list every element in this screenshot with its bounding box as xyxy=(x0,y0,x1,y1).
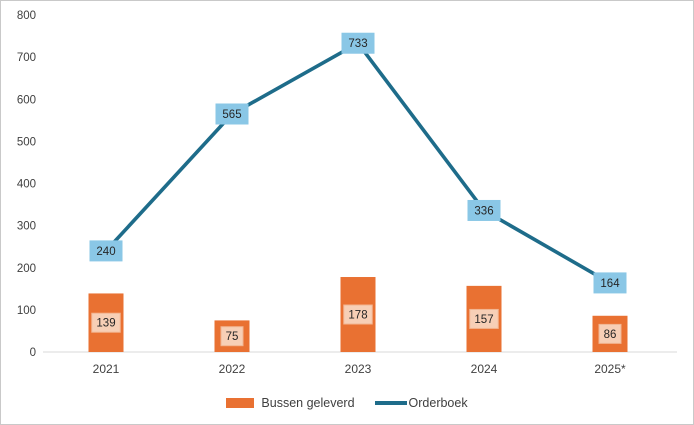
bar-data-label-box xyxy=(220,326,244,347)
legend-label: Orderboek xyxy=(408,396,468,410)
y-tick-label: 200 xyxy=(17,263,36,275)
x-category-label: 2024 xyxy=(471,362,498,376)
bar-data-label-box xyxy=(469,308,499,329)
orderboek-line xyxy=(104,41,611,285)
line-data-label-box xyxy=(467,199,501,221)
x-category-label: 2021 xyxy=(93,362,120,376)
bar-data-label-box xyxy=(598,323,622,344)
line-data-label-box xyxy=(341,32,375,54)
bar-data-label: 157 xyxy=(474,314,493,326)
line-data-label: 565 xyxy=(222,109,241,121)
legend-label: Bussen geleverd xyxy=(261,396,355,410)
y-tick-label: 500 xyxy=(17,136,36,148)
y-tick-label: 400 xyxy=(17,179,36,191)
line-data-label: 336 xyxy=(474,205,493,217)
bar-data-label: 86 xyxy=(604,329,617,341)
y-tick-label: 800 xyxy=(17,10,36,22)
bar-data-label: 178 xyxy=(348,310,367,322)
line-data-label: 164 xyxy=(600,278,620,290)
line-data-label: 240 xyxy=(96,246,115,258)
x-category-label: 2025* xyxy=(594,362,626,376)
legend-item-orderboek: Orderboek xyxy=(374,396,468,410)
y-tick-label: 600 xyxy=(17,94,36,106)
x-category-label: 2023 xyxy=(345,362,372,376)
y-tick-label: 100 xyxy=(17,305,36,317)
bar-data-label-box xyxy=(91,312,121,333)
x-category-label: 2022 xyxy=(219,362,246,376)
y-tick-label: 300 xyxy=(17,221,36,233)
line-data-label-box xyxy=(215,103,249,125)
bar-data-label: 75 xyxy=(226,331,239,343)
line-series-swatch xyxy=(374,401,407,405)
line-data-label-box xyxy=(89,240,123,262)
line-data-label-box xyxy=(593,272,627,294)
bar-data-label-box xyxy=(343,304,373,325)
bar-data-label: 139 xyxy=(96,318,115,330)
bar-series-swatch xyxy=(226,398,255,408)
legend-item-bussen-geleverd: Bussen geleverd xyxy=(226,396,355,410)
y-tick-label: 700 xyxy=(17,52,36,64)
chart-legend: Bussen geleverd Orderboek xyxy=(1,396,693,410)
line-data-label: 733 xyxy=(348,38,367,50)
y-tick-label: 0 xyxy=(30,347,36,359)
